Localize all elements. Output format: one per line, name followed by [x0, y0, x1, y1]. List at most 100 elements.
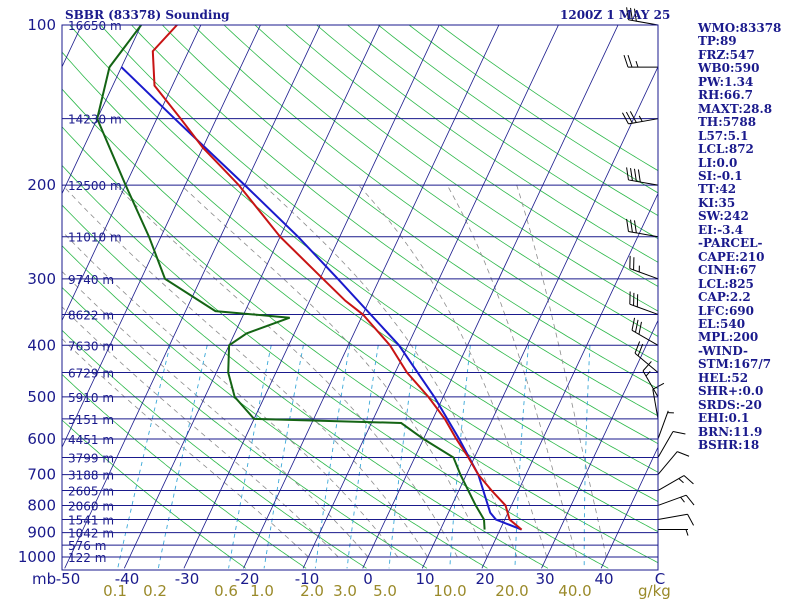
- barb-staff: [628, 231, 659, 238]
- barb-flag: [633, 168, 637, 182]
- dry-adiabat: [62, 329, 367, 569]
- moist-adiabat: [62, 270, 369, 558]
- dry-adiabat: [62, 88, 658, 533]
- wind-barb: [657, 494, 695, 506]
- barb-staff: [631, 329, 659, 346]
- index-line: HEL:52: [698, 370, 749, 385]
- mixing-ratio-line: [263, 345, 304, 569]
- pressure-tick-label: 400: [27, 336, 56, 354]
- mixing-ratio-tick-label: 3.0: [333, 582, 357, 600]
- isotherm: [62, 25, 142, 195]
- dry-adiabat: [69, 25, 658, 473]
- index-line: LCL:825: [698, 276, 754, 291]
- wind-barb: [642, 361, 659, 398]
- height-label: 6729 m: [68, 367, 114, 381]
- isobars: [62, 24, 658, 558]
- dry-adiabat: [223, 25, 658, 337]
- barb-flag: [629, 111, 637, 123]
- wind-barb: [657, 475, 694, 491]
- index-line: KI:35: [698, 195, 736, 210]
- barb-flag: [672, 430, 686, 435]
- index-line: LI:0.0: [698, 155, 738, 170]
- index-line: STM:167/7: [698, 357, 772, 372]
- dry-adiabat: [62, 164, 609, 569]
- dry-adiabats: [62, 25, 658, 569]
- wind-barb: [623, 54, 658, 68]
- index-line: EI:-3.4: [698, 222, 744, 237]
- profiles: [96, 25, 523, 531]
- isotherm: [243, 25, 500, 569]
- height-label: 3799 m: [68, 451, 114, 465]
- index-line: LFC:690: [698, 303, 754, 318]
- pressure-tick-label: 600: [27, 430, 56, 448]
- height-label: 11010 m: [68, 231, 122, 245]
- barb-flag: [630, 219, 633, 233]
- temperature-tick-label: -10: [295, 570, 320, 588]
- isotherms: [62, 25, 658, 569]
- temperature-tick-label: 30: [535, 570, 554, 588]
- index-line: SRDS:-20: [698, 397, 762, 412]
- barb-flag: [626, 218, 629, 232]
- temperature-tick-label: 20: [475, 570, 494, 588]
- index-line: TT:42: [698, 182, 737, 197]
- wind-barb: [626, 7, 659, 26]
- dry-adiabat: [162, 25, 658, 390]
- barb-flag: [630, 168, 633, 181]
- barb-staff: [642, 370, 659, 398]
- isotherm: [183, 25, 440, 569]
- mixing-ratio-line: [583, 345, 591, 569]
- wind-barb: [657, 430, 686, 458]
- temperature-unit-label: C: [655, 570, 665, 588]
- height-label: 5151 m: [68, 413, 114, 427]
- isotherm: [62, 25, 261, 449]
- dry-adiabat: [192, 25, 658, 363]
- wind-barb: [626, 218, 659, 238]
- dry-adiabat: [131, 25, 658, 417]
- barb-flag: [634, 319, 639, 333]
- barb-staff: [657, 431, 674, 458]
- wind-barb: [626, 167, 659, 186]
- wind-barb: [621, 111, 659, 125]
- wind-barbs: [621, 7, 695, 536]
- mixing-ratio-line: [449, 345, 471, 569]
- barb-staff: [628, 19, 659, 26]
- isotherm: [62, 25, 202, 322]
- height-label: 9740 m: [68, 273, 114, 287]
- barb-flag: [677, 451, 690, 457]
- isotherm: [600, 446, 658, 569]
- index-line: BRN:11.9: [698, 424, 763, 439]
- barb-half-flag: [645, 371, 651, 377]
- dewpoint-profile: [96, 25, 486, 530]
- dry-adiabat: [62, 373, 307, 569]
- barb-staff: [634, 352, 659, 373]
- pressure-tick-label: 100: [27, 16, 56, 34]
- isotherm: [64, 25, 321, 569]
- temperature-tick-label: 0: [363, 570, 373, 588]
- mixing-ratio-line: [514, 345, 529, 569]
- index-line: SW:242: [698, 209, 749, 224]
- wind-barb: [631, 317, 659, 346]
- barb-flag: [633, 220, 637, 233]
- isotherm: [481, 192, 658, 569]
- dry-adiabat: [62, 245, 488, 569]
- height-label: 2060 m: [68, 499, 114, 513]
- mixing-ratio-line: [157, 345, 208, 569]
- isotherm: [362, 25, 619, 569]
- mixing-ratio-line: [388, 345, 417, 569]
- barb-flag: [634, 341, 641, 354]
- temperature-profile: [151, 25, 523, 531]
- temperature-tick-label: -40: [115, 570, 140, 588]
- index-line: PW:1.34: [698, 74, 754, 89]
- dry-adiabat: [62, 286, 428, 569]
- height-label: 16650 m: [68, 19, 122, 33]
- barb-half-flag: [680, 496, 685, 503]
- index-line: CAPE:210: [698, 249, 765, 264]
- barb-half-flag: [635, 60, 639, 68]
- barb-flag: [687, 514, 695, 526]
- temperature-tick-label: -20: [235, 570, 260, 588]
- mixing-ratio-line: [117, 345, 171, 569]
- moist-adiabat: [62, 184, 428, 558]
- wind-barb: [629, 255, 659, 280]
- mixing-ratio-tick-label: 0.6: [214, 582, 238, 600]
